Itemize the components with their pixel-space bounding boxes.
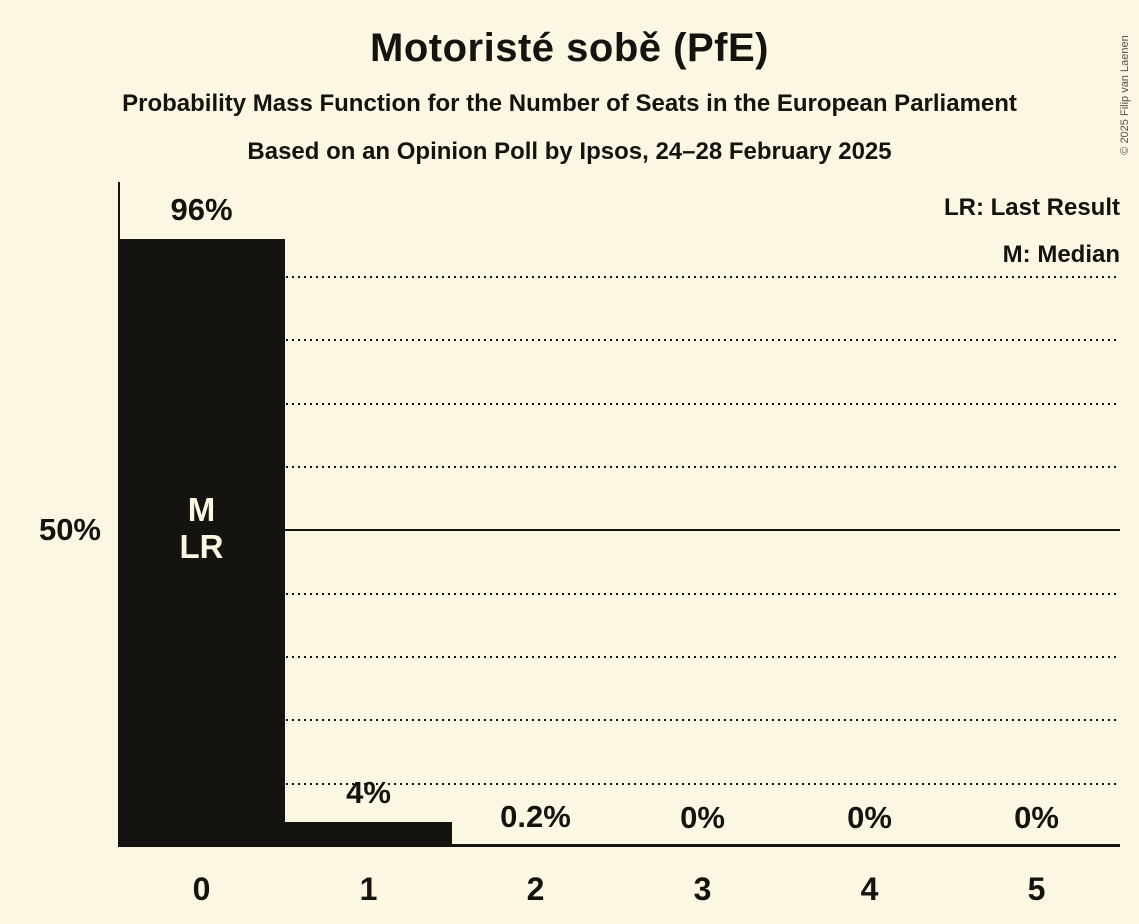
chart-subtitle-pmf: Probability Mass Function for the Number… [122,90,1017,117]
legend-median: M: Median [1002,241,1120,268]
plot-area: M LR 96% 4% 0.2% 0% 0% 0% [118,182,1120,847]
bar-value-label-5: 0% [1014,800,1059,835]
bar-annotation-median-lastresult: M LR [118,491,285,565]
x-axis-tick-labels: 0 1 2 3 4 5 [118,868,1120,910]
grid-line-10pct [118,782,1120,785]
bar-annotation-line: M [187,491,216,528]
chart-subtitle-poll: Based on an Opinion Poll by Ipsos, 24–28… [247,138,892,165]
grid-line-80pct [118,339,1120,342]
bar-seats-0: M LR [118,239,285,847]
bar-value-label-1: 4% [346,774,391,810]
bar-value-label-3: 0% [680,800,725,835]
bar-value-label-0: 96% [170,192,233,227]
grid-line-20pct [118,719,1120,722]
x-tick-label-1: 1 [359,871,378,907]
x-tick-label-5: 5 [1027,871,1046,907]
legend-last-result: LR: Last Result [943,194,1120,221]
x-tick-label-0: 0 [192,871,211,907]
x-tick-label-3: 3 [693,871,712,907]
grid-line-60pct [118,466,1120,468]
grid-line-50pct-solid [118,529,1120,532]
x-tick-label-2: 2 [526,871,545,907]
bar-annotation-line: LR [179,528,224,565]
grid-line-40pct [118,592,1120,595]
x-axis-line [118,844,1120,847]
grid-line-30pct [118,656,1120,658]
legend: LR: Last Result M: Median [944,184,1120,278]
grid-line-70pct [118,402,1120,405]
y-axis-label-50: 50% [38,512,101,547]
bar-value-label-2: 0.2% [500,798,571,834]
bar-value-label-4: 0% [847,800,892,835]
chart-title: Motoristé sobě (PfE) [370,26,769,70]
grid-line-90pct [118,276,1120,278]
bar-seats-1 [285,821,452,847]
x-tick-label-4: 4 [860,871,879,907]
